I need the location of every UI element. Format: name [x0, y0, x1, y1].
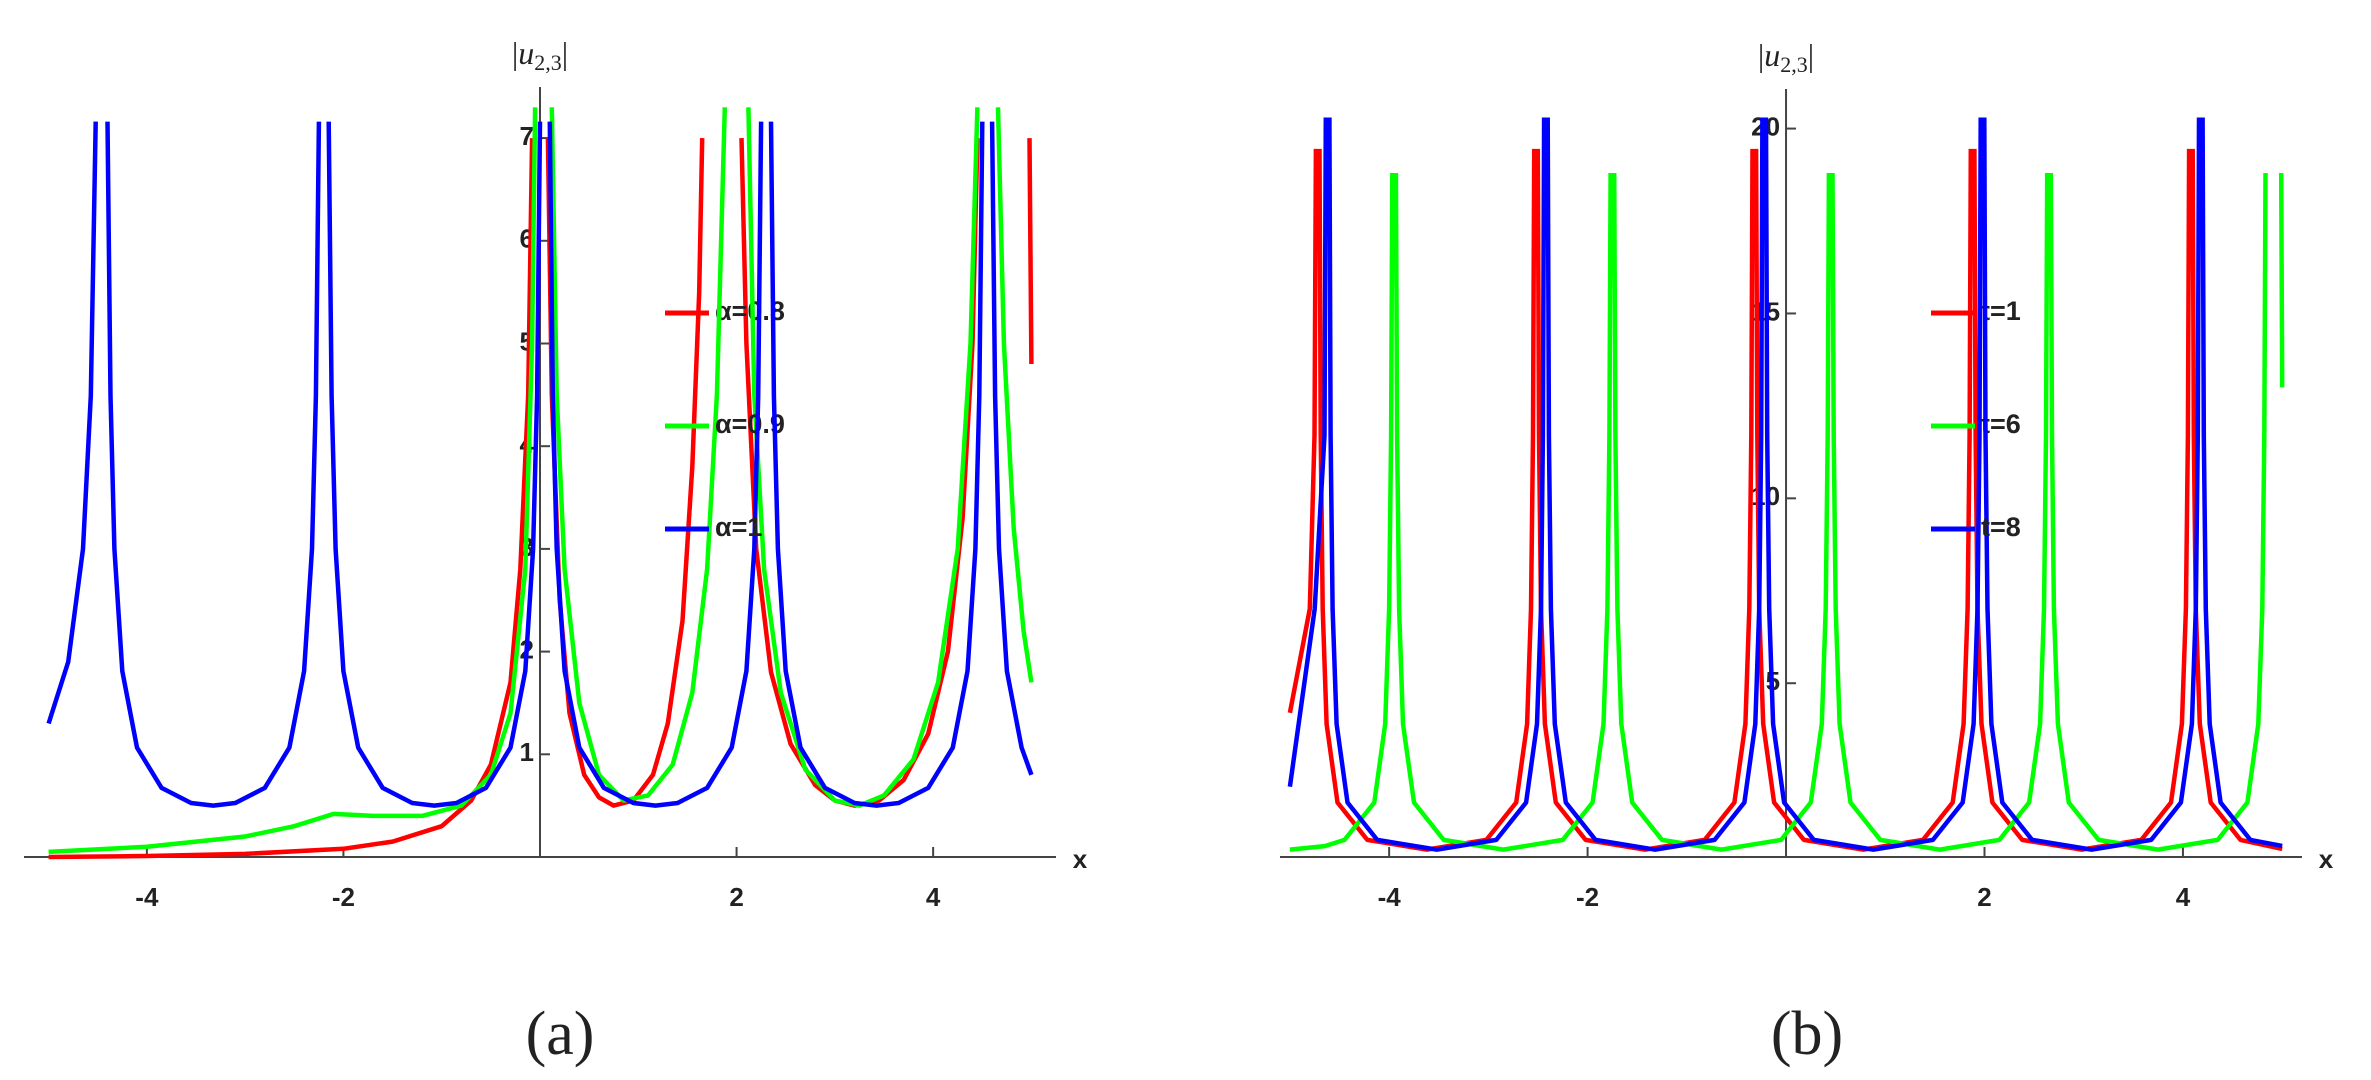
x-tick-label: 4: [926, 882, 941, 912]
legend-label: t=8: [1981, 512, 2021, 542]
series-line: [1287, 117, 2283, 852]
legend-label: t=1: [1981, 296, 2021, 326]
x-axis-label: x: [1073, 844, 1088, 874]
x-axis-label: x: [2319, 844, 2334, 874]
x-tick-label: -4: [135, 882, 159, 912]
y-axis-label-part: |: [1808, 37, 1814, 73]
y-axis-label-part: u: [518, 35, 534, 71]
legend-label: α=1: [715, 512, 762, 542]
y-axis-label: |u2,3|: [512, 35, 568, 75]
panel-caption: (b): [1771, 1000, 1843, 1068]
y-axis-label-part: u: [1764, 37, 1780, 73]
x-tick-label: 2: [1977, 882, 1991, 912]
x-tick-label: -4: [1378, 882, 1402, 912]
y-axis-label-part: |: [1758, 37, 1764, 73]
y-tick-label: 1: [520, 737, 534, 767]
series-line: [46, 121, 1034, 808]
series-line: [1289, 172, 2285, 852]
y-axis-label-part: 2,3: [534, 50, 562, 75]
panel-caption: (a): [526, 1000, 595, 1068]
y-axis-label-part: |: [562, 35, 568, 71]
x-tick-label: 2: [729, 882, 743, 912]
y-axis-label: |u2,3|: [1758, 37, 1814, 77]
series-line: [48, 138, 1034, 860]
x-tick-label: 4: [2176, 882, 2191, 912]
x-tick-label: -2: [332, 882, 355, 912]
y-axis-label-part: 2,3: [1780, 52, 1808, 77]
series-line: [48, 107, 1034, 855]
x-tick-label: -2: [1576, 882, 1599, 912]
y-axis-label-part: |: [512, 35, 518, 71]
